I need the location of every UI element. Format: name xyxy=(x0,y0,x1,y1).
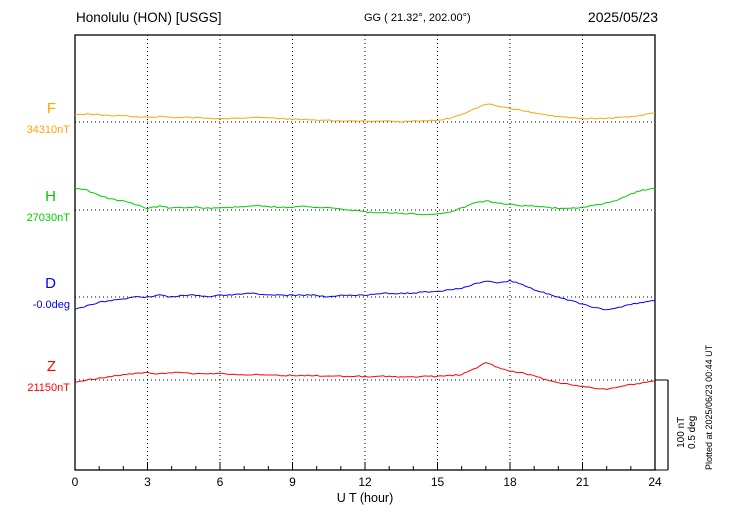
trace-baseline-value-F: 34310nT xyxy=(26,124,70,136)
trace-Z xyxy=(74,361,656,391)
trace-baseline-value-H: 27030nT xyxy=(26,212,70,224)
plot-timestamp-note: Plotted at 2025/06/23 00:44 UT xyxy=(704,344,714,470)
station-title: Honolulu (HON) [USGS] xyxy=(76,10,222,25)
plot-frame xyxy=(74,34,656,471)
x-axis-label: U T (hour) xyxy=(336,491,394,505)
x-tick-label: 21 xyxy=(575,475,590,489)
trace-label-F: F xyxy=(46,100,56,117)
x-tick-label: 9 xyxy=(289,475,296,489)
trace-baseline-value-Z: 21150nT xyxy=(27,382,70,394)
trace-H xyxy=(74,187,656,216)
trace-label-D: D xyxy=(45,275,56,292)
trace-D xyxy=(74,279,655,311)
trace-label-Z: Z xyxy=(46,358,56,375)
x-tick-label: 3 xyxy=(144,475,151,489)
trace-label-H: H xyxy=(45,188,56,205)
gridlines xyxy=(147,35,583,470)
trace-baseline-value-D: -0.0deg xyxy=(32,299,70,311)
x-tick-label: 24 xyxy=(648,475,662,489)
scale-bar-nt: 100 nT xyxy=(676,416,687,448)
x-axis-ticks xyxy=(98,462,632,470)
x-tick-label: 12 xyxy=(358,475,372,489)
x-tick-label: 15 xyxy=(430,475,445,489)
x-tick-label: 6 xyxy=(216,475,224,489)
geographic-coordinates: GG ( 21.32°, 202.00°) xyxy=(364,12,471,24)
trace-F xyxy=(74,103,656,123)
scale-bar-label: 100 nT 0.5 deg xyxy=(676,416,698,449)
x-axis-tick-labels: 0 3 6 9 12 15 18 21 24 xyxy=(0,475,730,489)
scale-bar xyxy=(655,379,669,471)
x-tick-label: 0 xyxy=(71,475,79,489)
scale-bar-deg: 0.5 deg xyxy=(687,415,698,449)
x-tick-label: 18 xyxy=(503,475,517,489)
plot-date: 2025/05/23 xyxy=(587,9,658,25)
